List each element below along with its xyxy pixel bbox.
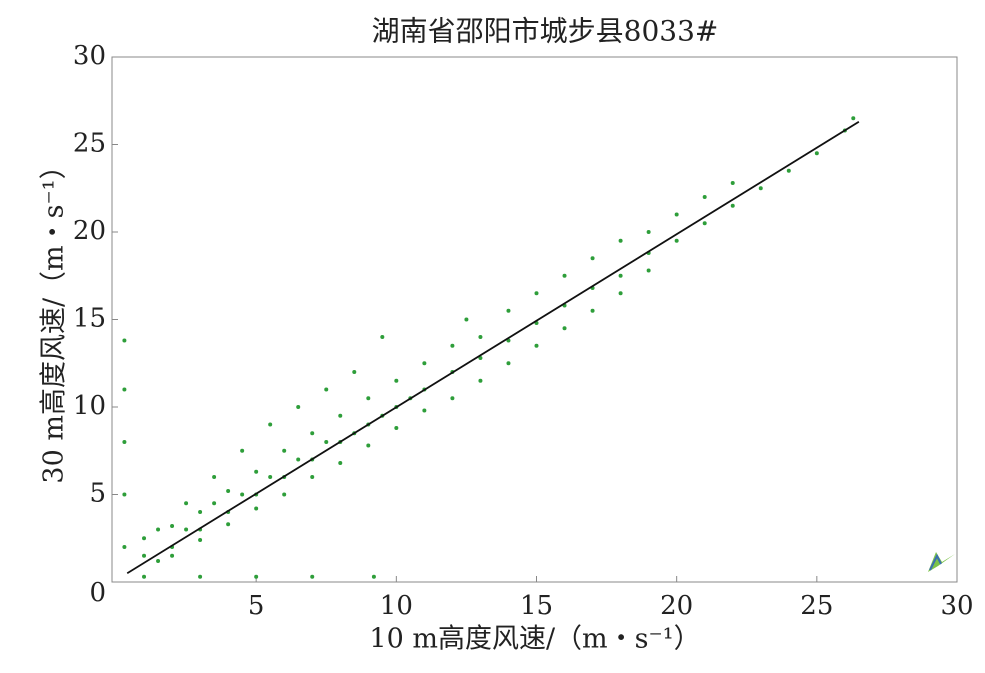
point [786,168,791,173]
point [254,574,259,579]
point [296,457,301,462]
x-tick-label: 25 [800,591,833,621]
y-tick-label: 0 [89,578,106,608]
point [562,273,567,278]
point [618,238,623,243]
point [268,422,273,427]
point [562,326,567,331]
point [268,475,273,479]
point [240,492,245,497]
point [240,448,245,453]
point [142,553,147,558]
point [122,440,127,444]
point [478,378,483,383]
point [394,426,399,430]
fit-line [126,120,860,575]
point [122,545,127,549]
point [590,308,595,313]
point [198,574,203,579]
point [851,116,856,121]
point [254,506,259,511]
chart-title: 湖南省邵阳市城步县8033# [372,15,719,48]
point [184,527,189,532]
plot-frame [111,56,958,583]
point [366,396,371,401]
point [198,538,203,542]
point [338,461,343,465]
x-tick-label: 20 [660,591,693,621]
point [422,408,427,413]
point [674,212,679,217]
point [142,574,147,579]
point [198,510,203,514]
y-tick-label: 15 [73,304,106,334]
point [226,489,231,493]
point [282,448,287,453]
point [352,370,357,374]
point [646,230,651,234]
x-axis-label: 10 m高度风速/（m・s⁻¹） [369,624,700,655]
point [338,413,343,418]
point [254,469,259,474]
point [310,475,315,479]
logo [928,552,955,572]
point [506,308,511,313]
point [730,181,735,185]
point [142,536,147,541]
point [674,238,679,243]
point [184,501,189,506]
point [122,387,127,392]
x-tick-label: 10 [380,591,413,621]
point [450,343,455,348]
x-tick-label: 30 [940,591,973,621]
point [394,378,399,383]
point [618,291,623,296]
point [212,475,217,479]
y-tick-label: 5 [89,479,106,509]
point [156,527,161,532]
point [371,574,376,579]
point [366,443,371,448]
point [814,151,819,156]
point [324,440,329,444]
point [702,195,707,199]
point [282,492,287,497]
point [226,522,231,527]
point [170,524,175,528]
point [702,221,707,226]
y-tick-label: 30 [73,41,106,71]
y-tick-label: 25 [73,129,106,159]
point [534,291,539,296]
point [122,492,127,497]
point [730,203,735,208]
point [310,431,315,436]
point [758,186,763,191]
point [646,268,651,273]
point [618,273,623,278]
point [478,335,483,339]
point [450,396,455,401]
point [422,361,427,366]
point [296,405,301,409]
point [506,361,511,366]
point [310,574,315,579]
point [478,356,483,360]
x-tick-label: 15 [520,591,553,621]
point [212,501,217,506]
point [380,335,385,339]
point [156,559,161,563]
point [464,317,469,322]
y-tick-label: 10 [73,391,106,421]
y-tick-label: 20 [73,216,106,246]
point [534,343,539,348]
y-axis-label: 30 m高度风速/（m・s⁻¹） [39,152,70,483]
point [324,387,329,392]
point [170,553,175,558]
point [122,338,127,343]
point [590,256,595,261]
x-tick-label: 5 [248,591,265,621]
